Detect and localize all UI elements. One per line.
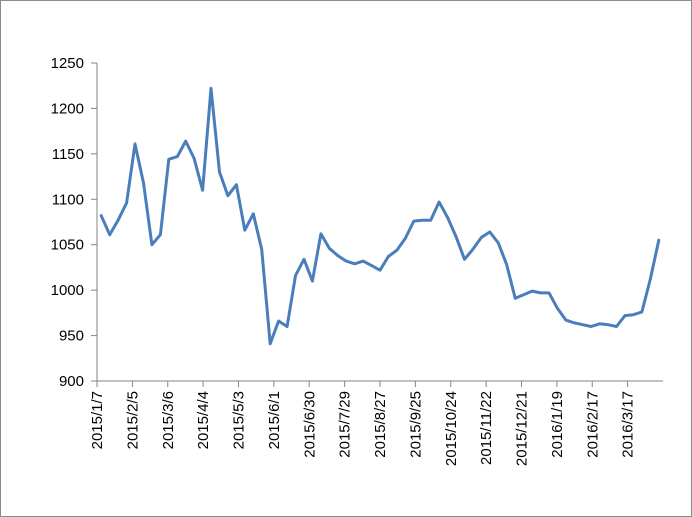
x-tick-label: 2015/11/22: [478, 391, 495, 465]
y-tick-label: 950: [59, 328, 84, 345]
x-tick-label: 2016/3/17: [620, 391, 637, 458]
x-tick-label: 2015/6/30: [301, 391, 318, 458]
x-tick-label: 2016/1/19: [549, 391, 566, 458]
x-tick-label: 2015/3/6: [160, 391, 177, 449]
x-tick-label: 2015/6/1: [266, 391, 283, 449]
y-tick-label: 1100: [52, 191, 84, 208]
x-tick-label: 2015/2/5: [124, 391, 141, 449]
y-tick-label: 1250: [51, 55, 84, 72]
x-tick-label: 2015/7/29: [337, 391, 354, 458]
y-tick-label: 1200: [51, 100, 84, 117]
x-tick-label: 2015/5/3: [231, 391, 248, 449]
x-tick-label: 2015/8/27: [372, 391, 389, 458]
x-tick-label: 2015/9/25: [407, 391, 424, 458]
y-tick-label: 1150: [52, 146, 84, 163]
x-tick-label: 2015/4/4: [195, 391, 212, 449]
y-tick-label: 1050: [51, 237, 84, 254]
y-tick-label: 1000: [51, 282, 84, 299]
y-tick-label: 900: [59, 373, 84, 390]
x-tick-label: 2015/12/21: [514, 391, 531, 466]
x-tick-label: 2015/1/7: [89, 391, 106, 449]
series-line: [99, 86, 661, 346]
x-axis: 2015/1/7 2015/2/5 2015/3/6 2015/4/4 2015/5/3…: [89, 380, 663, 466]
x-tick-label: 2016/2/17: [584, 391, 601, 458]
series: [99, 86, 661, 346]
x-tick-label: 2015/10/24: [443, 391, 460, 466]
y-axis: 900 950 1000 1050 1100 1150 1200 1250: [51, 55, 98, 390]
